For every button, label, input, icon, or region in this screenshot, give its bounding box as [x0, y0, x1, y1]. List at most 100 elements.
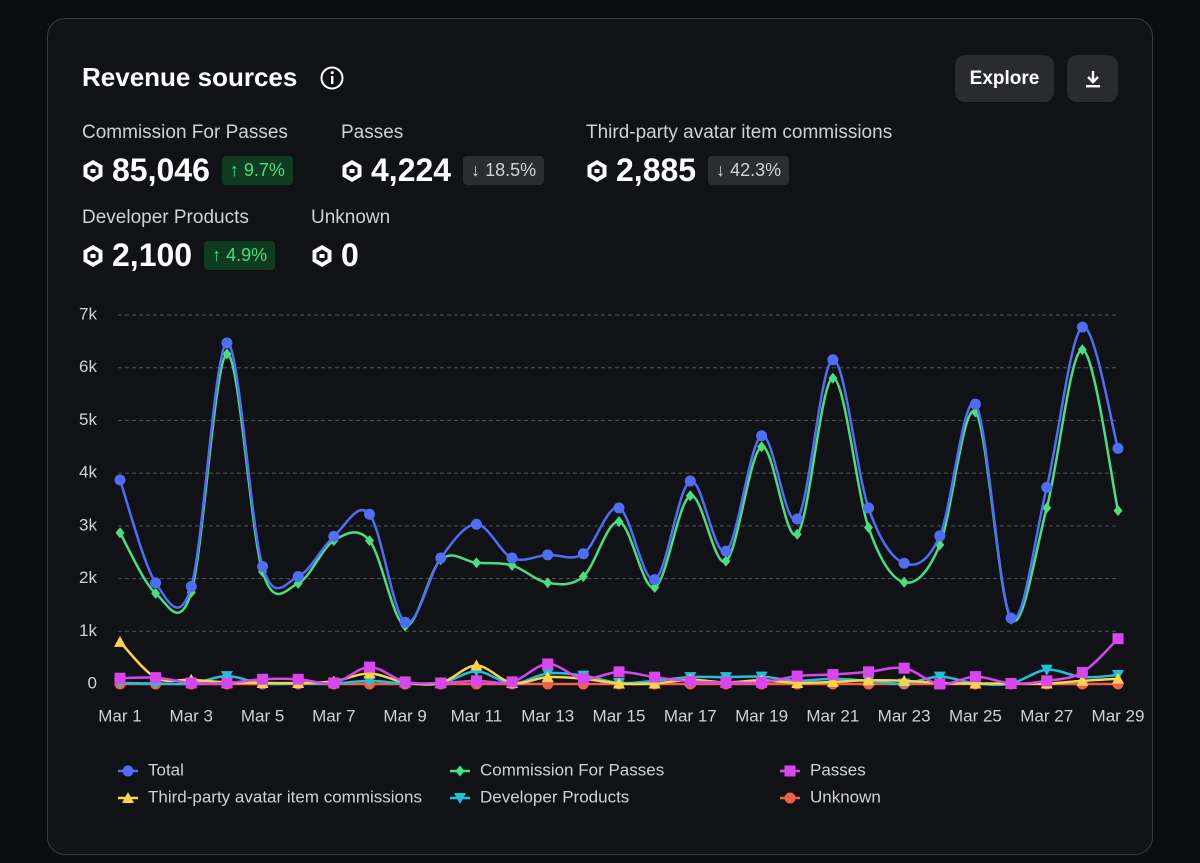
- robux-icon: [342, 159, 362, 182]
- point: [1005, 677, 1017, 689]
- point: [1040, 664, 1053, 676]
- point: [898, 662, 910, 674]
- point: [1005, 612, 1017, 624]
- point: [649, 671, 661, 683]
- point: [471, 557, 481, 569]
- legend-marker: [454, 793, 466, 804]
- y-tick-label: 1k: [79, 621, 97, 640]
- stat-value: 85,046: [112, 152, 210, 188]
- point: [827, 354, 839, 366]
- title: Revenue sources: [82, 62, 298, 92]
- point: [613, 666, 625, 678]
- legend-marker: [122, 765, 134, 777]
- point: [899, 576, 909, 588]
- point: [685, 490, 695, 502]
- x-tick-label: Mar 1: [98, 706, 141, 725]
- point: [1112, 633, 1124, 645]
- point: [969, 398, 981, 410]
- point: [185, 580, 197, 592]
- x-tick-label: Mar 25: [949, 706, 1002, 725]
- y-tick-label: 4k: [79, 463, 97, 482]
- x-tick-label: Mar 21: [806, 706, 859, 725]
- stat: Passes 4,224 ↓ 18.5%: [341, 122, 545, 189]
- stat-value: 2,885: [616, 152, 697, 188]
- y-tick-label: 7k: [79, 304, 97, 323]
- stat-row: 4,224 ↓ 18.5%: [341, 152, 545, 189]
- point: [257, 673, 269, 685]
- y-tick-label: 0: [88, 673, 97, 692]
- stat-change: ↓ 18.5%: [463, 156, 545, 185]
- legend-label: Third-party avatar item commissions: [148, 787, 422, 806]
- x-tick-label: Mar 29: [1092, 706, 1145, 725]
- point: [828, 372, 838, 384]
- robux-shape: [83, 159, 103, 182]
- point: [151, 587, 161, 599]
- x-tick-label: Mar 7: [312, 706, 355, 725]
- info-icon[interactable]: [319, 65, 345, 91]
- x-tick-label: Mar 27: [1020, 706, 1073, 725]
- stat-change: ↓ 42.3%: [708, 156, 790, 185]
- point: [506, 552, 518, 564]
- point: [757, 441, 767, 453]
- x-tick-label: Mar 13: [521, 706, 574, 725]
- point: [1042, 502, 1052, 514]
- point: [222, 348, 232, 360]
- stat-change: ↑ 9.7%: [221, 156, 293, 185]
- point: [577, 673, 589, 685]
- point: [863, 666, 874, 678]
- legend-marker: [122, 792, 134, 803]
- explore-button[interactable]: Explore: [955, 55, 1054, 102]
- stat-value: 2,100: [112, 237, 193, 273]
- point: [435, 552, 447, 564]
- legend-label: Commission For Passes: [480, 760, 664, 779]
- stat-label: Unknown: [311, 207, 391, 228]
- point: [969, 677, 982, 689]
- x-tick-label: Mar 11: [451, 706, 503, 725]
- point: [791, 670, 803, 682]
- point: [114, 474, 126, 486]
- point: [791, 513, 803, 525]
- x-tick-label: Mar 17: [664, 706, 717, 725]
- point: [221, 337, 233, 349]
- point: [684, 675, 696, 687]
- point: [328, 677, 340, 689]
- robux-shape: [312, 244, 332, 267]
- point: [1076, 321, 1088, 333]
- point: [257, 560, 269, 572]
- point: [862, 674, 875, 686]
- point: [542, 658, 554, 670]
- download-button[interactable]: [1067, 55, 1118, 102]
- x-tick-label: Mar 23: [878, 706, 931, 725]
- stat: Developer Products 2,100 ↑ 4.9%: [82, 207, 276, 274]
- y-tick-label: 5k: [79, 410, 97, 429]
- point: [613, 677, 625, 689]
- legend-label: Total: [148, 760, 184, 779]
- point: [898, 674, 911, 686]
- point: [185, 677, 197, 689]
- point: [542, 549, 554, 561]
- point: [470, 518, 482, 530]
- point: [506, 676, 518, 688]
- stat-row: 2,100 ↑ 4.9%: [82, 237, 276, 274]
- stat-label: Developer Products: [82, 207, 249, 228]
- point: [1041, 481, 1053, 493]
- point: [792, 528, 802, 540]
- robux-icon: [312, 244, 332, 267]
- y-tick-label: 6k: [79, 357, 97, 376]
- point: [292, 570, 304, 582]
- stat-label: Passes: [341, 122, 404, 143]
- point: [470, 675, 482, 687]
- point: [399, 616, 411, 628]
- point: [364, 508, 375, 520]
- x-tick-label: Mar 3: [170, 706, 213, 725]
- point: [150, 577, 162, 589]
- stat-row: 2,885 ↓ 42.3%: [586, 152, 892, 189]
- robux-icon: [587, 159, 607, 182]
- legend-marker: [784, 792, 796, 804]
- point: [934, 530, 946, 542]
- point: [969, 671, 981, 683]
- point: [1041, 675, 1053, 687]
- point: [115, 527, 125, 539]
- point: [1077, 344, 1087, 356]
- legend-marker: [784, 765, 796, 777]
